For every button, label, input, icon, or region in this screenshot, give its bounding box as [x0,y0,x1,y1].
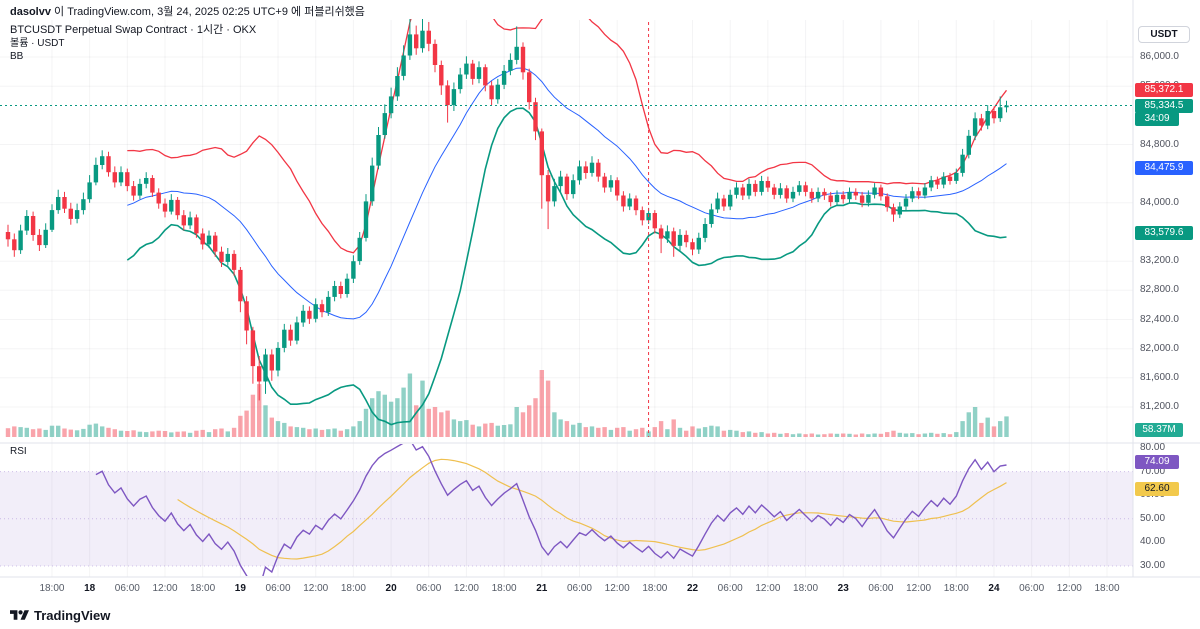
price-tick-label: 83,200.0 [1140,255,1179,267]
symbol-legend[interactable]: BTCUSDT Perpetual Swap Contract · 1시간 · … [10,24,257,36]
time-label-hour: 18:00 [340,583,366,594]
time-axis[interactable]: 18:00 18 06:00 12:00 18:00 19 06:00 12:00 18:00 2… [0,578,1133,600]
tradingview-logo-icon [10,609,29,620]
time-label-day: 18 [84,583,96,594]
price-tick-label: 86,000.0 [1140,51,1179,62]
rsi-ma-badge: 62.60 [1135,482,1179,497]
time-label-hour: 12:00 [152,583,178,594]
time-label-hour: 12:00 [906,583,932,594]
time-label-hour: 12:00 [604,583,630,594]
time-label-hour: 12:00 [303,583,329,594]
time-label-hour: 18:00 [793,583,819,594]
time-label-day: 24 [988,583,1000,594]
bb-upper-badge: 85,372.1 [1135,82,1193,97]
time-label-hour: 06:00 [1019,583,1045,594]
price-tick-label: 82,800.0 [1140,284,1179,296]
price-tick-label: 84,800.0 [1140,138,1179,150]
time-label-hour: 18:00 [39,583,65,594]
price-tick-label: 84,000.0 [1140,196,1179,208]
author-name[interactable]: dasolvv [10,6,51,18]
time-label-day: 22 [686,583,699,594]
bb-legend[interactable]: BB [10,51,24,62]
rsi-band [0,471,1133,566]
time-label-day: 21 [536,583,548,594]
time-label-hour: 06:00 [265,583,291,594]
rsi-legend[interactable]: RSI [10,446,27,457]
tradingview-logo-text: TradingView [34,607,111,623]
tradingview-logo[interactable]: TradingView [10,608,110,623]
bb-upper-line [127,19,1008,254]
time-label-hour: 18:00 [1094,583,1120,594]
time-label-hour: 06:00 [717,583,743,594]
time-label-hour: 06:00 [566,583,592,594]
time-label-hour: 18:00 [642,583,668,594]
publish-info: dasolvv 이 TradingView.com, 3월 24, 2025 0… [10,3,365,19]
time-label-hour: 18:00 [943,583,969,594]
rsi-tick-label: 70.00 [1140,465,1166,477]
bottom-bar: TradingView [0,601,1200,629]
time-label-hour: 18:00 [190,583,216,594]
time-label-hour: 06:00 [416,583,442,594]
last-price-badge: 85,334.5 [1135,98,1193,113]
time-label-hour: 06:00 [868,583,894,594]
price-tick-label: 82,000.0 [1140,342,1179,354]
bb-basis-line [127,67,1007,320]
bollinger-bands [126,19,1008,426]
rsi-tick-label: 30.00 [1140,560,1166,571]
bb-basis-badge: 84,475.9 [1135,161,1193,176]
rsi-tick-label: 40.00 [1140,536,1166,548]
bb-lower-line [126,107,1007,426]
volume-legend[interactable]: 볼륨 · USDT [10,38,65,49]
time-label-hour: 12:00 [755,583,781,594]
volume-bars [5,370,1009,437]
price-axis[interactable]: USDT 86,000.085,600.084,800.084,000.083,… [1133,0,1200,577]
time-label-day: 23 [837,583,849,594]
countdown-badge: 34:09 [1135,111,1179,126]
rsi-value-badge: 74.09 [1135,454,1179,469]
rsi-pane [95,444,1007,576]
time-label-hour: 18:00 [491,583,517,594]
candles [5,19,1009,401]
price-tick-label: 82,400.0 [1140,313,1179,325]
price-tick-label: 81,200.0 [1140,401,1179,412]
price-tick-label: 81,600.0 [1140,371,1179,383]
bb-lower-badge: 83,579.6 [1135,226,1193,241]
rsi-tick-label: 80.00 [1140,442,1166,453]
chart-legend: BTCUSDT Perpetual Swap Contract · 1시간 · … [10,24,256,63]
publish-text: 이 TradingView.com, 3월 24, 2025 02:25 UTC… [50,6,365,18]
volume-badge: 58.37M [1135,423,1183,437]
time-label-day: 19 [234,583,246,594]
currency-button[interactable]: USDT [1138,26,1190,43]
time-label-hour: 12:00 [1056,583,1082,594]
rsi-line [95,444,1007,576]
time-label-hour: 12:00 [453,583,479,594]
time-label-hour: 06:00 [114,583,140,594]
rsi-tick-label: 50.00 [1140,512,1166,524]
time-label-day: 20 [385,583,397,594]
